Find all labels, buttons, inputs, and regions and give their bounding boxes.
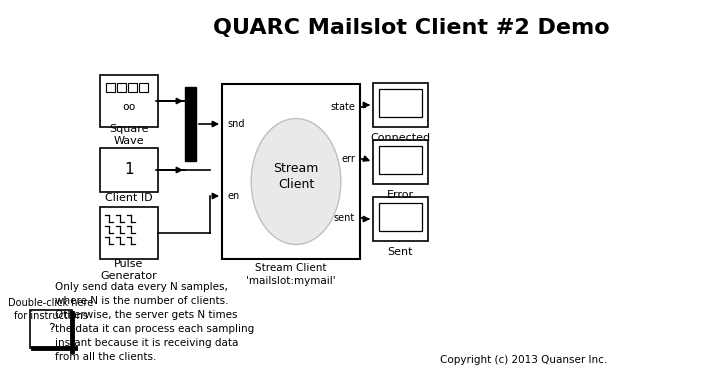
Text: Otherwise, the server gets N times
the data it can process each sampling
instant: Otherwise, the server gets N times the d… <box>55 310 254 362</box>
Bar <box>128 83 137 92</box>
Text: Only send data every N samples,
where N is the number of clients.: Only send data every N samples, where N … <box>55 282 228 306</box>
Text: Stream
Client: Stream Client <box>273 162 319 190</box>
Bar <box>100 75 158 127</box>
Bar <box>100 148 158 192</box>
Bar <box>379 203 422 231</box>
Text: Connected: Connected <box>370 133 430 143</box>
Text: oo: oo <box>122 102 136 112</box>
Ellipse shape <box>251 118 341 245</box>
Text: Copyright (c) 2013 Quanser Inc.: Copyright (c) 2013 Quanser Inc. <box>440 355 607 365</box>
Bar <box>373 197 428 241</box>
Text: Stream Client
'mailslot:mymail': Stream Client 'mailslot:mymail' <box>247 263 335 286</box>
Text: QUARC Mailslot Client #2 Demo: QUARC Mailslot Client #2 Demo <box>213 18 609 38</box>
Bar <box>100 207 158 259</box>
Text: Pulse
Generator: Pulse Generator <box>100 259 158 281</box>
Text: state: state <box>330 102 355 112</box>
Text: Sent: Sent <box>388 247 413 257</box>
Bar <box>379 89 422 117</box>
Bar <box>373 83 428 127</box>
Text: snd: snd <box>227 119 244 129</box>
Text: 1: 1 <box>124 162 134 178</box>
Text: en: en <box>227 191 239 201</box>
Bar <box>379 146 422 174</box>
Bar <box>185 87 196 161</box>
Bar <box>139 83 148 92</box>
Text: ?: ? <box>48 322 54 336</box>
Text: err: err <box>341 154 355 164</box>
Bar <box>222 84 360 259</box>
Bar <box>117 83 126 92</box>
Text: Double-click here
for instructions: Double-click here for instructions <box>9 298 93 321</box>
Text: Client ID: Client ID <box>105 193 153 203</box>
Bar <box>373 140 428 184</box>
Text: sent: sent <box>334 213 355 223</box>
Bar <box>106 83 115 92</box>
Text: Square
Wave: Square Wave <box>109 124 149 146</box>
Bar <box>30 310 72 348</box>
Text: Error: Error <box>386 190 414 200</box>
